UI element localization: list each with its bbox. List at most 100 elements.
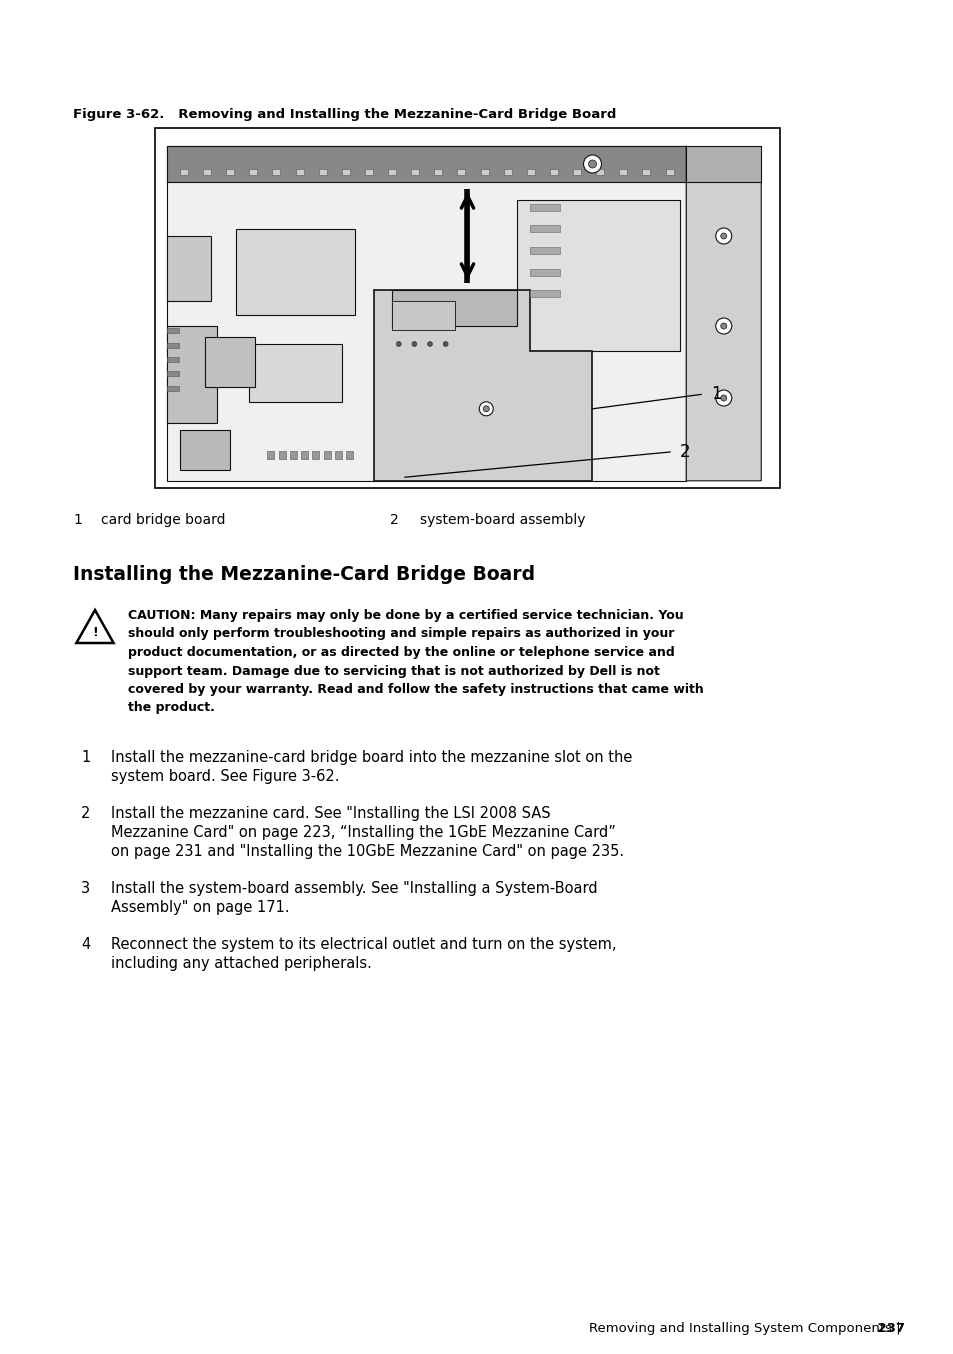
Text: on page 231 and "Installing the 10GbE Mezzanine Card" on page 235.: on page 231 and "Installing the 10GbE Me… [111, 844, 623, 858]
Bar [226, 169, 234, 175]
Text: support team. Damage due to servicing that is not authorized by Dell is not: support team. Damage due to servicing th… [128, 665, 659, 677]
Text: including any attached peripherals.: including any attached peripherals. [111, 956, 372, 971]
Text: covered by your warranty. Read and follow the safety instructions that came with: covered by your warranty. Read and follo… [128, 682, 703, 696]
Text: product documentation, or as directed by the online or telephone service and: product documentation, or as directed by… [128, 646, 674, 659]
Bar [550, 169, 558, 175]
Polygon shape [249, 344, 342, 402]
Polygon shape [168, 236, 211, 301]
Bar [641, 169, 650, 175]
Polygon shape [392, 290, 517, 326]
Circle shape [715, 390, 731, 406]
Text: card bridge board: card bridge board [101, 513, 225, 527]
Polygon shape [76, 611, 113, 643]
Polygon shape [685, 146, 760, 181]
Bar [596, 169, 603, 175]
Bar [267, 451, 274, 459]
Bar [273, 169, 280, 175]
Bar [168, 386, 179, 391]
Bar [434, 169, 442, 175]
Circle shape [483, 406, 489, 412]
Bar [411, 169, 418, 175]
Text: 1: 1 [81, 750, 91, 765]
Bar [530, 225, 559, 233]
Text: Assembly" on page 171.: Assembly" on page 171. [111, 900, 290, 915]
Text: the product.: the product. [128, 701, 214, 715]
Polygon shape [168, 146, 685, 181]
Bar [318, 169, 327, 175]
Circle shape [583, 154, 601, 173]
Bar [249, 169, 257, 175]
Bar [530, 268, 559, 276]
Polygon shape [236, 229, 355, 315]
Circle shape [715, 227, 731, 244]
Text: 237: 237 [637, 1322, 904, 1335]
Bar [503, 169, 511, 175]
Text: Removing and Installing System Components |: Removing and Installing System Component… [589, 1322, 904, 1335]
Bar [154, 129, 780, 487]
Bar [341, 169, 350, 175]
Circle shape [442, 341, 448, 347]
Circle shape [588, 160, 596, 168]
Polygon shape [685, 146, 760, 481]
Text: !: ! [92, 626, 98, 639]
Bar [618, 169, 627, 175]
Bar [180, 169, 188, 175]
Bar [295, 169, 303, 175]
Bar [457, 169, 465, 175]
Text: 1: 1 [73, 513, 82, 527]
Text: 3: 3 [81, 881, 90, 896]
Polygon shape [205, 337, 254, 387]
Bar [365, 169, 373, 175]
Text: system board. See Figure 3-62.: system board. See Figure 3-62. [111, 769, 339, 784]
Circle shape [715, 318, 731, 334]
Bar [301, 451, 308, 459]
Bar [168, 371, 179, 376]
Circle shape [720, 324, 726, 329]
Text: CAUTION: Many repairs may only be done by a certified service technician. You: CAUTION: Many repairs may only be done b… [128, 609, 683, 621]
Polygon shape [392, 301, 455, 329]
Circle shape [720, 233, 726, 240]
Bar [203, 169, 211, 175]
Circle shape [478, 402, 493, 416]
Text: Install the mezzanine card. See "Installing the LSI 2008 SAS: Install the mezzanine card. See "Install… [111, 806, 550, 821]
Bar [168, 328, 179, 333]
Bar [346, 451, 353, 459]
Bar [530, 204, 559, 211]
Bar [388, 169, 395, 175]
Bar [480, 169, 488, 175]
Bar [530, 290, 559, 297]
Text: system-board assembly: system-board assembly [419, 513, 585, 527]
Circle shape [395, 341, 401, 347]
Text: 1: 1 [711, 386, 721, 403]
Polygon shape [517, 200, 679, 351]
Circle shape [427, 341, 432, 347]
Bar [530, 246, 559, 255]
Text: 2: 2 [390, 513, 398, 527]
Text: 2: 2 [679, 443, 690, 460]
Bar [278, 451, 286, 459]
Text: Figure 3-62.   Removing and Installing the Mezzanine-Card Bridge Board: Figure 3-62. Removing and Installing the… [73, 108, 616, 121]
Bar [526, 169, 535, 175]
Circle shape [720, 395, 726, 401]
Bar [335, 451, 341, 459]
Polygon shape [168, 146, 685, 481]
Circle shape [412, 341, 416, 347]
Text: Installing the Mezzanine-Card Bridge Board: Installing the Mezzanine-Card Bridge Boa… [73, 565, 535, 584]
Bar [168, 343, 179, 348]
Text: Mezzanine Card" on page 223, “Installing the 1GbE Mezzanine Card”: Mezzanine Card" on page 223, “Installing… [111, 825, 616, 839]
Bar [665, 169, 673, 175]
Polygon shape [374, 290, 592, 481]
Text: Install the mezzanine-card bridge board into the mezzanine slot on the: Install the mezzanine-card bridge board … [111, 750, 632, 765]
Bar [323, 451, 331, 459]
Text: 4: 4 [81, 937, 91, 952]
Bar [313, 451, 319, 459]
Polygon shape [168, 326, 217, 424]
Bar [573, 169, 580, 175]
Text: 2: 2 [81, 806, 91, 821]
Text: Reconnect the system to its electrical outlet and turn on the system,: Reconnect the system to its electrical o… [111, 937, 616, 952]
Text: should only perform troubleshooting and simple repairs as authorized in your: should only perform troubleshooting and … [128, 627, 674, 640]
Bar [168, 357, 179, 362]
Bar [290, 451, 296, 459]
Text: Install the system-board assembly. See "Installing a System-Board: Install the system-board assembly. See "… [111, 881, 597, 896]
Polygon shape [180, 431, 230, 470]
